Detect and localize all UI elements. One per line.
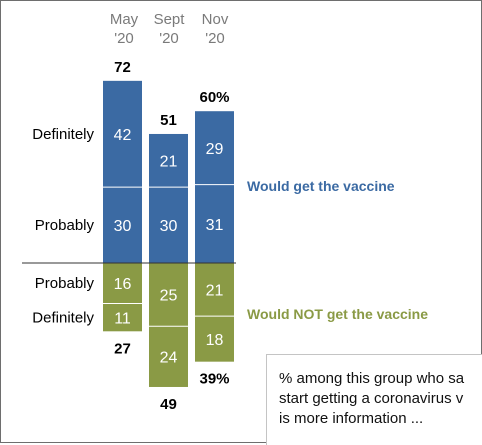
data-label-would-get-probably: 30	[160, 218, 178, 235]
group-label-would-get: Would get the vaccine	[247, 178, 395, 194]
data-label-would-get-definitely: 21	[160, 154, 178, 171]
bar-segment-would-not-definitely	[103, 303, 142, 332]
data-label-would-get-probably: 31	[206, 217, 224, 234]
row-label-definitely: Definitely	[32, 126, 94, 143]
total-would-not: 27	[114, 340, 131, 357]
category-label-line: Nov	[201, 11, 229, 28]
category-label-line: '20	[205, 30, 225, 47]
row-label-definitely: Definitely	[32, 309, 94, 326]
bar-segment-would-not-probably	[103, 263, 142, 304]
bar-segment-would-get-definitely	[103, 80, 142, 188]
data-label-would-not-probably: 25	[160, 288, 178, 305]
bar-segment-would-get-definitely	[195, 111, 234, 185]
note-box: % among this group who sa start getting …	[266, 354, 482, 445]
bar-segment-would-get-probably	[195, 184, 234, 263]
total-would-not: 39%	[199, 371, 229, 388]
data-label-would-get-probably: 30	[114, 218, 132, 235]
bar-segment-would-not-probably	[195, 263, 234, 317]
data-label-would-not-definitely: 18	[206, 332, 224, 349]
bar-segment-would-not-definitely	[149, 326, 188, 387]
group-label-would-not: Would NOT get the vaccine	[247, 306, 428, 322]
category-label-line: May	[109, 11, 139, 28]
category-label-line: Sept	[153, 11, 185, 28]
bar-segment-would-get-probably	[103, 187, 142, 263]
data-label-would-not-probably: 16	[114, 276, 132, 293]
category-label-nov: Nov '20	[189, 10, 241, 48]
bar-segment-would-get-probably	[149, 187, 188, 263]
row-label-probably: Probably	[35, 275, 95, 292]
category-label-line: '20	[114, 30, 134, 47]
total-would-get: 51	[160, 112, 177, 129]
total-would-get: 60%	[199, 89, 229, 106]
data-label-would-get-definitely: 42	[114, 127, 132, 144]
data-label-would-not-probably: 21	[206, 283, 224, 300]
row-label-probably: Probably	[35, 217, 95, 234]
category-label-line: '20	[159, 30, 179, 47]
bar-segment-would-not-definitely	[195, 316, 234, 362]
total-would-get: 72	[114, 59, 131, 76]
category-label-sept: Sept '20	[143, 10, 195, 48]
data-label-would-get-definitely: 29	[206, 141, 224, 158]
bar-segment-would-get-definitely	[149, 133, 188, 188]
note-text: % among this group who sa start getting …	[279, 370, 465, 427]
data-label-would-not-definitely: 11	[114, 310, 131, 327]
total-would-not: 49	[160, 396, 177, 413]
data-label-would-not-definitely: 24	[160, 350, 178, 367]
category-label-may: May '20	[98, 10, 150, 48]
bar-segment-would-not-probably	[149, 263, 188, 327]
